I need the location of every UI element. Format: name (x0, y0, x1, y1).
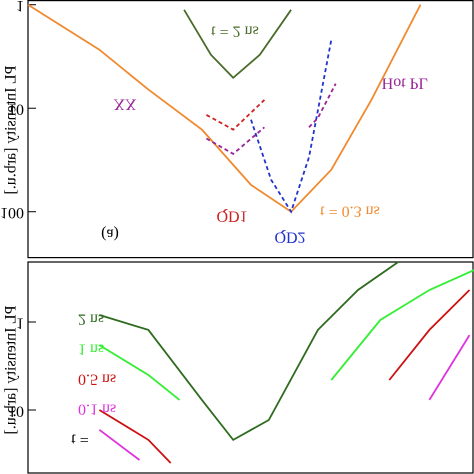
annotation: t = (71, 430, 88, 447)
series-line (98, 289, 471, 464)
annotation: Hot PL (382, 74, 429, 91)
series-line (308, 83, 337, 128)
y-axis-label: PL Intensity [arb.u.] (3, 65, 20, 194)
y-tick-label: 100 (0, 204, 24, 221)
series-line (27, 3, 422, 213)
series-line (98, 334, 471, 461)
series-line (205, 99, 266, 131)
series-line (98, 269, 474, 401)
legend-label: 1 ns (78, 340, 104, 357)
series-line (99, 261, 399, 442)
panel-frame (27, 261, 474, 474)
annotation: t = 2 ns (211, 22, 259, 39)
annotation: QD1 (216, 207, 247, 224)
legend-label: 2 ns (78, 310, 104, 327)
series-line (183, 9, 292, 80)
annotation: QD2 (274, 228, 305, 245)
y-axis-label: PL Intensity [arb.u.] (3, 305, 20, 434)
series-line (205, 126, 265, 155)
legend-label: 0.1 ns (78, 400, 116, 417)
panel-frame (27, 0, 474, 259)
y-tick-label: 10 (8, 402, 24, 419)
y-tick-label: 1 (16, 0, 24, 14)
annotation: (a) (101, 225, 119, 242)
annotation: t = 0.3 ns (320, 202, 380, 219)
annotation: XX (113, 95, 137, 112)
y-tick-label: 10 (8, 101, 24, 118)
legend-label: 0.5 ns (78, 370, 116, 387)
y-tick-label: 1 (16, 314, 24, 331)
series-line (250, 39, 333, 214)
